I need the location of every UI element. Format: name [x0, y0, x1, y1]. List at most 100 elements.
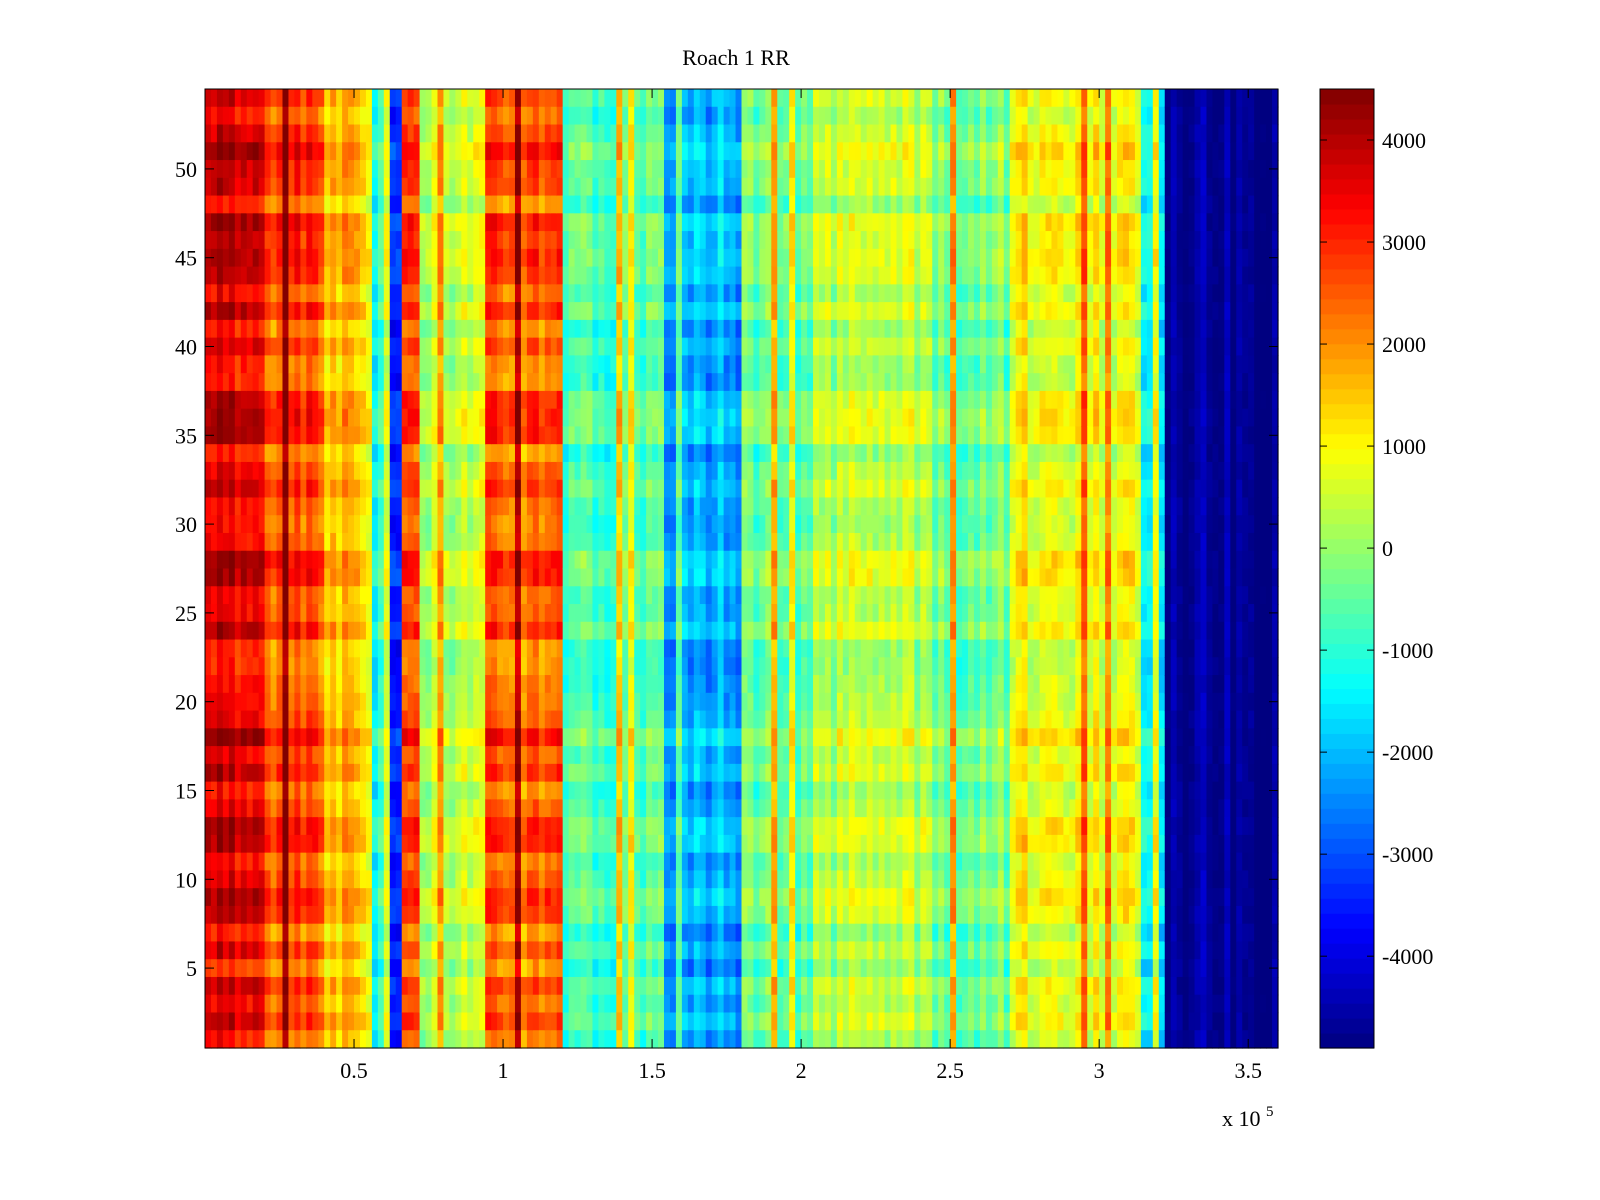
heatmap-cell — [413, 266, 421, 285]
heatmap-cell — [741, 355, 749, 374]
heatmap-cell — [240, 1030, 248, 1049]
heatmap-cell — [675, 479, 683, 499]
heatmap-cell — [616, 621, 623, 641]
heatmap-cell — [258, 746, 266, 765]
heatmap-cell — [431, 994, 439, 1014]
heatmap-cell — [389, 923, 397, 943]
heatmap-cell — [628, 710, 635, 729]
heatmap-cell — [365, 568, 373, 587]
heatmap-cell — [687, 497, 695, 516]
heatmap-cell — [693, 248, 701, 268]
heatmap-cell — [592, 266, 600, 285]
heatmap-cell — [526, 248, 534, 268]
heatmap-cell — [622, 355, 629, 374]
heatmap-cell — [646, 976, 653, 996]
heatmap-cell — [538, 408, 546, 428]
heatmap-cell — [711, 195, 719, 214]
heatmap-cell — [377, 195, 385, 214]
heatmap-cell — [354, 355, 361, 374]
heatmap-cell — [717, 639, 725, 658]
heatmap-cell — [699, 160, 707, 179]
heatmap-cell — [318, 89, 325, 108]
heatmap-cell — [562, 621, 570, 641]
heatmap-cell — [419, 231, 427, 250]
heatmap-cell — [711, 124, 719, 143]
heatmap-cell — [270, 160, 278, 179]
heatmap-cell — [288, 497, 296, 516]
heatmap-cell — [431, 89, 439, 108]
heatmap-cell — [413, 248, 421, 268]
heatmap-cell — [312, 106, 319, 126]
heatmap-cell — [568, 710, 576, 729]
heatmap-cell — [747, 994, 755, 1014]
heatmap-cell — [306, 124, 313, 143]
heatmap-cell — [526, 302, 534, 321]
heatmap-cell — [258, 852, 266, 872]
heatmap-cell — [562, 177, 570, 197]
heatmap-cell — [640, 231, 647, 250]
heatmap-cell — [306, 302, 313, 321]
heatmap-cell — [455, 444, 462, 463]
heatmap-cell — [395, 923, 403, 943]
heatmap-cell — [640, 834, 647, 854]
heatmap-cell — [610, 355, 617, 374]
heatmap-cell — [664, 781, 671, 800]
heatmap-cell — [437, 568, 445, 587]
heatmap-cell — [544, 905, 552, 925]
heatmap-cell — [497, 213, 504, 232]
heatmap-cell — [437, 692, 445, 712]
heatmap-cell — [270, 1012, 278, 1031]
heatmap-cell — [592, 89, 600, 108]
heatmap-cell — [216, 355, 224, 374]
heatmap-cell — [532, 319, 540, 339]
heatmap-cell — [687, 177, 695, 197]
heatmap-cell — [348, 319, 355, 339]
heatmap-cell — [699, 408, 707, 428]
heatmap-cell — [312, 994, 319, 1014]
heatmap-cell — [467, 639, 474, 658]
heatmap-cell — [646, 124, 653, 143]
heatmap-cell — [467, 1012, 474, 1031]
heatmap-cell — [574, 461, 582, 481]
heatmap-cell — [312, 870, 319, 889]
heatmap-cell — [586, 675, 594, 694]
heatmap-cell — [288, 532, 296, 552]
heatmap-cell — [461, 444, 468, 463]
heatmap-cell — [419, 959, 427, 978]
heatmap-cell — [449, 550, 456, 570]
heatmap-cell — [205, 941, 212, 960]
heatmap-cell — [264, 976, 272, 996]
heatmap-cell — [258, 728, 266, 747]
heatmap-cell — [205, 763, 212, 783]
heatmap-cell — [210, 302, 218, 321]
heatmap-cell — [240, 390, 248, 410]
heatmap-cell — [592, 568, 600, 587]
heatmap-cell — [646, 337, 653, 356]
heatmap-cell — [264, 710, 272, 729]
heatmap-cell — [395, 905, 403, 925]
heatmap-cell — [705, 373, 713, 392]
heatmap-cell — [669, 195, 677, 214]
heatmap-cell — [270, 195, 278, 214]
heatmap-cell — [461, 213, 468, 232]
heatmap-cell — [681, 852, 689, 872]
heatmap-cell — [318, 728, 325, 747]
heatmap-cell — [640, 390, 647, 410]
heatmap-cell — [640, 497, 647, 516]
heatmap-cell — [538, 781, 546, 800]
heatmap-cell — [419, 89, 427, 108]
heatmap-cell — [288, 515, 296, 534]
heatmap-cell — [306, 905, 313, 925]
heatmap-cell — [318, 621, 325, 641]
heatmap-cell — [419, 799, 427, 818]
heatmap-cell — [532, 266, 540, 285]
heatmap-cell — [437, 817, 445, 836]
heatmap-cell — [282, 284, 290, 303]
heatmap-cell — [568, 675, 576, 694]
heatmap-cell — [252, 444, 260, 463]
heatmap-cell — [407, 355, 415, 374]
heatmap-cell — [675, 532, 683, 552]
heatmap-cell — [741, 337, 749, 356]
heatmap-cell — [562, 1030, 570, 1049]
heatmap-cell — [389, 284, 397, 303]
